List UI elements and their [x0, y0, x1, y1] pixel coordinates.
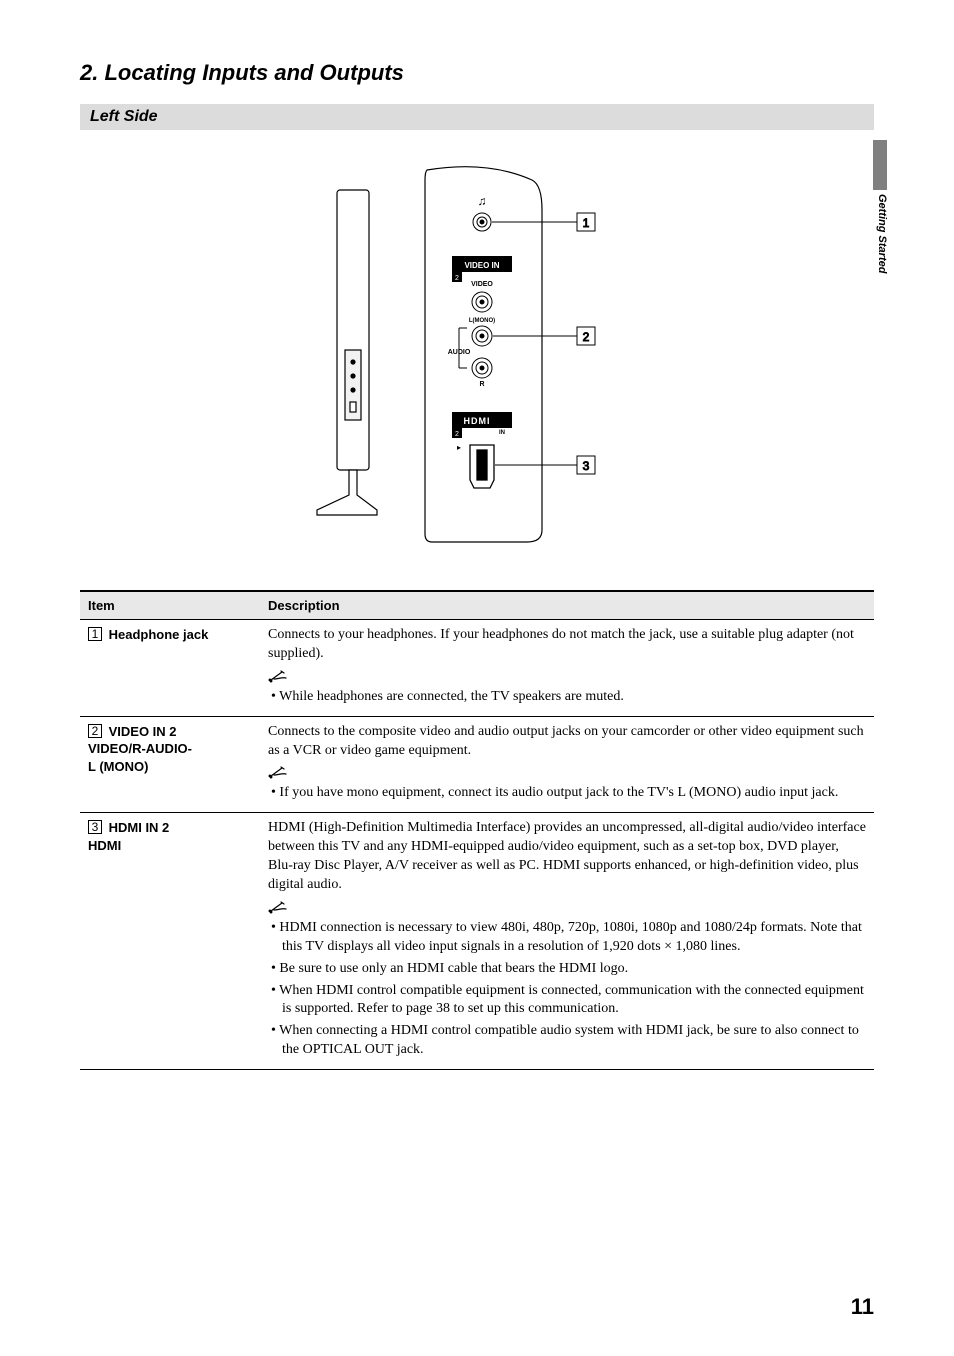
item-cell: 1 Headphone jack: [80, 620, 260, 717]
note-icon: [268, 900, 290, 914]
item-label: 2 VIDEO IN 2VIDEO/R-AUDIO-L (MONO): [88, 723, 252, 776]
description-text: Connects to the composite video and audi…: [268, 723, 866, 761]
note-icon: [268, 765, 290, 779]
note-item: If you have mono equipment, connect its …: [268, 784, 866, 803]
note-item: When HDMI control compatible equipment i…: [268, 982, 866, 1020]
item-cell: 3 HDMI IN 2HDMI: [80, 813, 260, 1070]
item-label: 3 HDMI IN 2HDMI: [88, 819, 252, 854]
io-description-table: Item Description 1 Headphone jack Connect…: [80, 590, 874, 1070]
svg-text:VIDEO IN: VIDEO IN: [464, 261, 499, 270]
svg-text:1: 1: [583, 216, 590, 230]
tv-side-diagram: ♫ VIDEO IN 2 VIDEO L(MONO) AUDIO: [80, 150, 874, 550]
col-header-item: Item: [80, 591, 260, 620]
item-number-box: 2: [88, 724, 102, 738]
subsection-title: Left Side: [80, 104, 874, 130]
svg-text:2: 2: [455, 275, 459, 282]
svg-text:IN: IN: [499, 430, 505, 436]
col-header-desc: Description: [260, 591, 874, 620]
note-item: While headphones are connected, the TV s…: [268, 688, 866, 707]
svg-text:2: 2: [583, 330, 590, 344]
svg-text:2: 2: [455, 431, 459, 438]
table-row: 3 HDMI IN 2HDMI HDMI (High-Definition Mul…: [80, 813, 874, 1070]
page-number: 11: [851, 1294, 874, 1320]
note-item: HDMI connection is necessary to view 480…: [268, 919, 866, 957]
description-cell: Connects to your headphones. If your hea…: [260, 620, 874, 717]
chapter-tab-label: Getting Started: [876, 194, 888, 273]
item-number-box: 3: [88, 820, 102, 834]
note-list: While headphones are connected, the TV s…: [268, 688, 866, 707]
table-row: 2 VIDEO IN 2VIDEO/R-AUDIO-L (MONO) Connec…: [80, 716, 874, 813]
table-row: 1 Headphone jack Connects to your headpho…: [80, 620, 874, 717]
svg-text:L(MONO): L(MONO): [469, 318, 495, 324]
description-text: Connects to your headphones. If your hea…: [268, 626, 866, 664]
chapter-tab-marker: [873, 140, 887, 190]
chapter-tab: Getting Started: [873, 140, 887, 310]
section-title: 2. Locating Inputs and Outputs: [80, 60, 874, 86]
diagram-svg: ♫ VIDEO IN 2 VIDEO L(MONO) AUDIO: [297, 150, 657, 550]
item-label: 1 Headphone jack: [88, 626, 252, 644]
description-cell: HDMI (High-Definition Multimedia Interfa…: [260, 813, 874, 1070]
svg-text:HDMI: HDMI: [464, 416, 491, 426]
note-icon: [268, 669, 290, 683]
svg-text:▸: ▸: [457, 443, 461, 452]
svg-text:♫: ♫: [478, 194, 487, 208]
svg-text:3: 3: [583, 459, 590, 473]
note-item: Be sure to use only an HDMI cable that b…: [268, 960, 866, 979]
description-text: HDMI (High-Definition Multimedia Interfa…: [268, 819, 866, 895]
svg-text:R: R: [479, 381, 484, 388]
svg-text:VIDEO: VIDEO: [471, 281, 493, 288]
note-list: HDMI connection is necessary to view 480…: [268, 919, 866, 1060]
item-number-box: 1: [88, 627, 102, 641]
item-cell: 2 VIDEO IN 2VIDEO/R-AUDIO-L (MONO): [80, 716, 260, 813]
note-item: When connecting a HDMI control compatibl…: [268, 1022, 866, 1060]
note-list: If you have mono equipment, connect its …: [268, 784, 866, 803]
description-cell: Connects to the composite video and audi…: [260, 716, 874, 813]
